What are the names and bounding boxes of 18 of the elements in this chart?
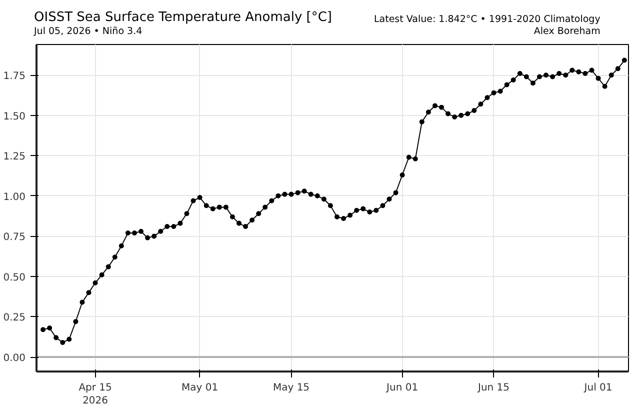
chart-subtitle: Jul 05, 2026 • Niño 3.4 bbox=[34, 26, 144, 38]
y-tick-label: 1.75 bbox=[3, 71, 26, 82]
text: Latest Value: 1.842°C • 1991-2020 Climatology bbox=[374, 14, 600, 26]
x-tick-label: Jun 15 bbox=[477, 382, 510, 394]
x-tick-label: Jul 01 bbox=[583, 382, 612, 394]
y-tick-label: 0.50 bbox=[3, 272, 26, 284]
x-tick-label: May 15 bbox=[272, 382, 310, 394]
x-tick-label: Jun 01 bbox=[386, 382, 418, 394]
y-tick-label: 0.75 bbox=[3, 232, 26, 244]
text: Alex Boreham bbox=[532, 26, 600, 38]
chart-title: OISST Sea Surface Temperature Anomaly [°C] bbox=[34, 9, 332, 26]
y-tick-label: 1.50 bbox=[3, 111, 26, 122]
y-tick-label: 1.00 bbox=[3, 192, 26, 203]
y-tick-label: 0.00 bbox=[3, 353, 26, 364]
x-tick-label: May 01 bbox=[182, 382, 218, 394]
x-tick-label: Apr 15 2026 bbox=[78, 382, 112, 407]
y-tick-label: 1.25 bbox=[3, 152, 26, 163]
y-tick-label: 0.25 bbox=[3, 312, 26, 324]
